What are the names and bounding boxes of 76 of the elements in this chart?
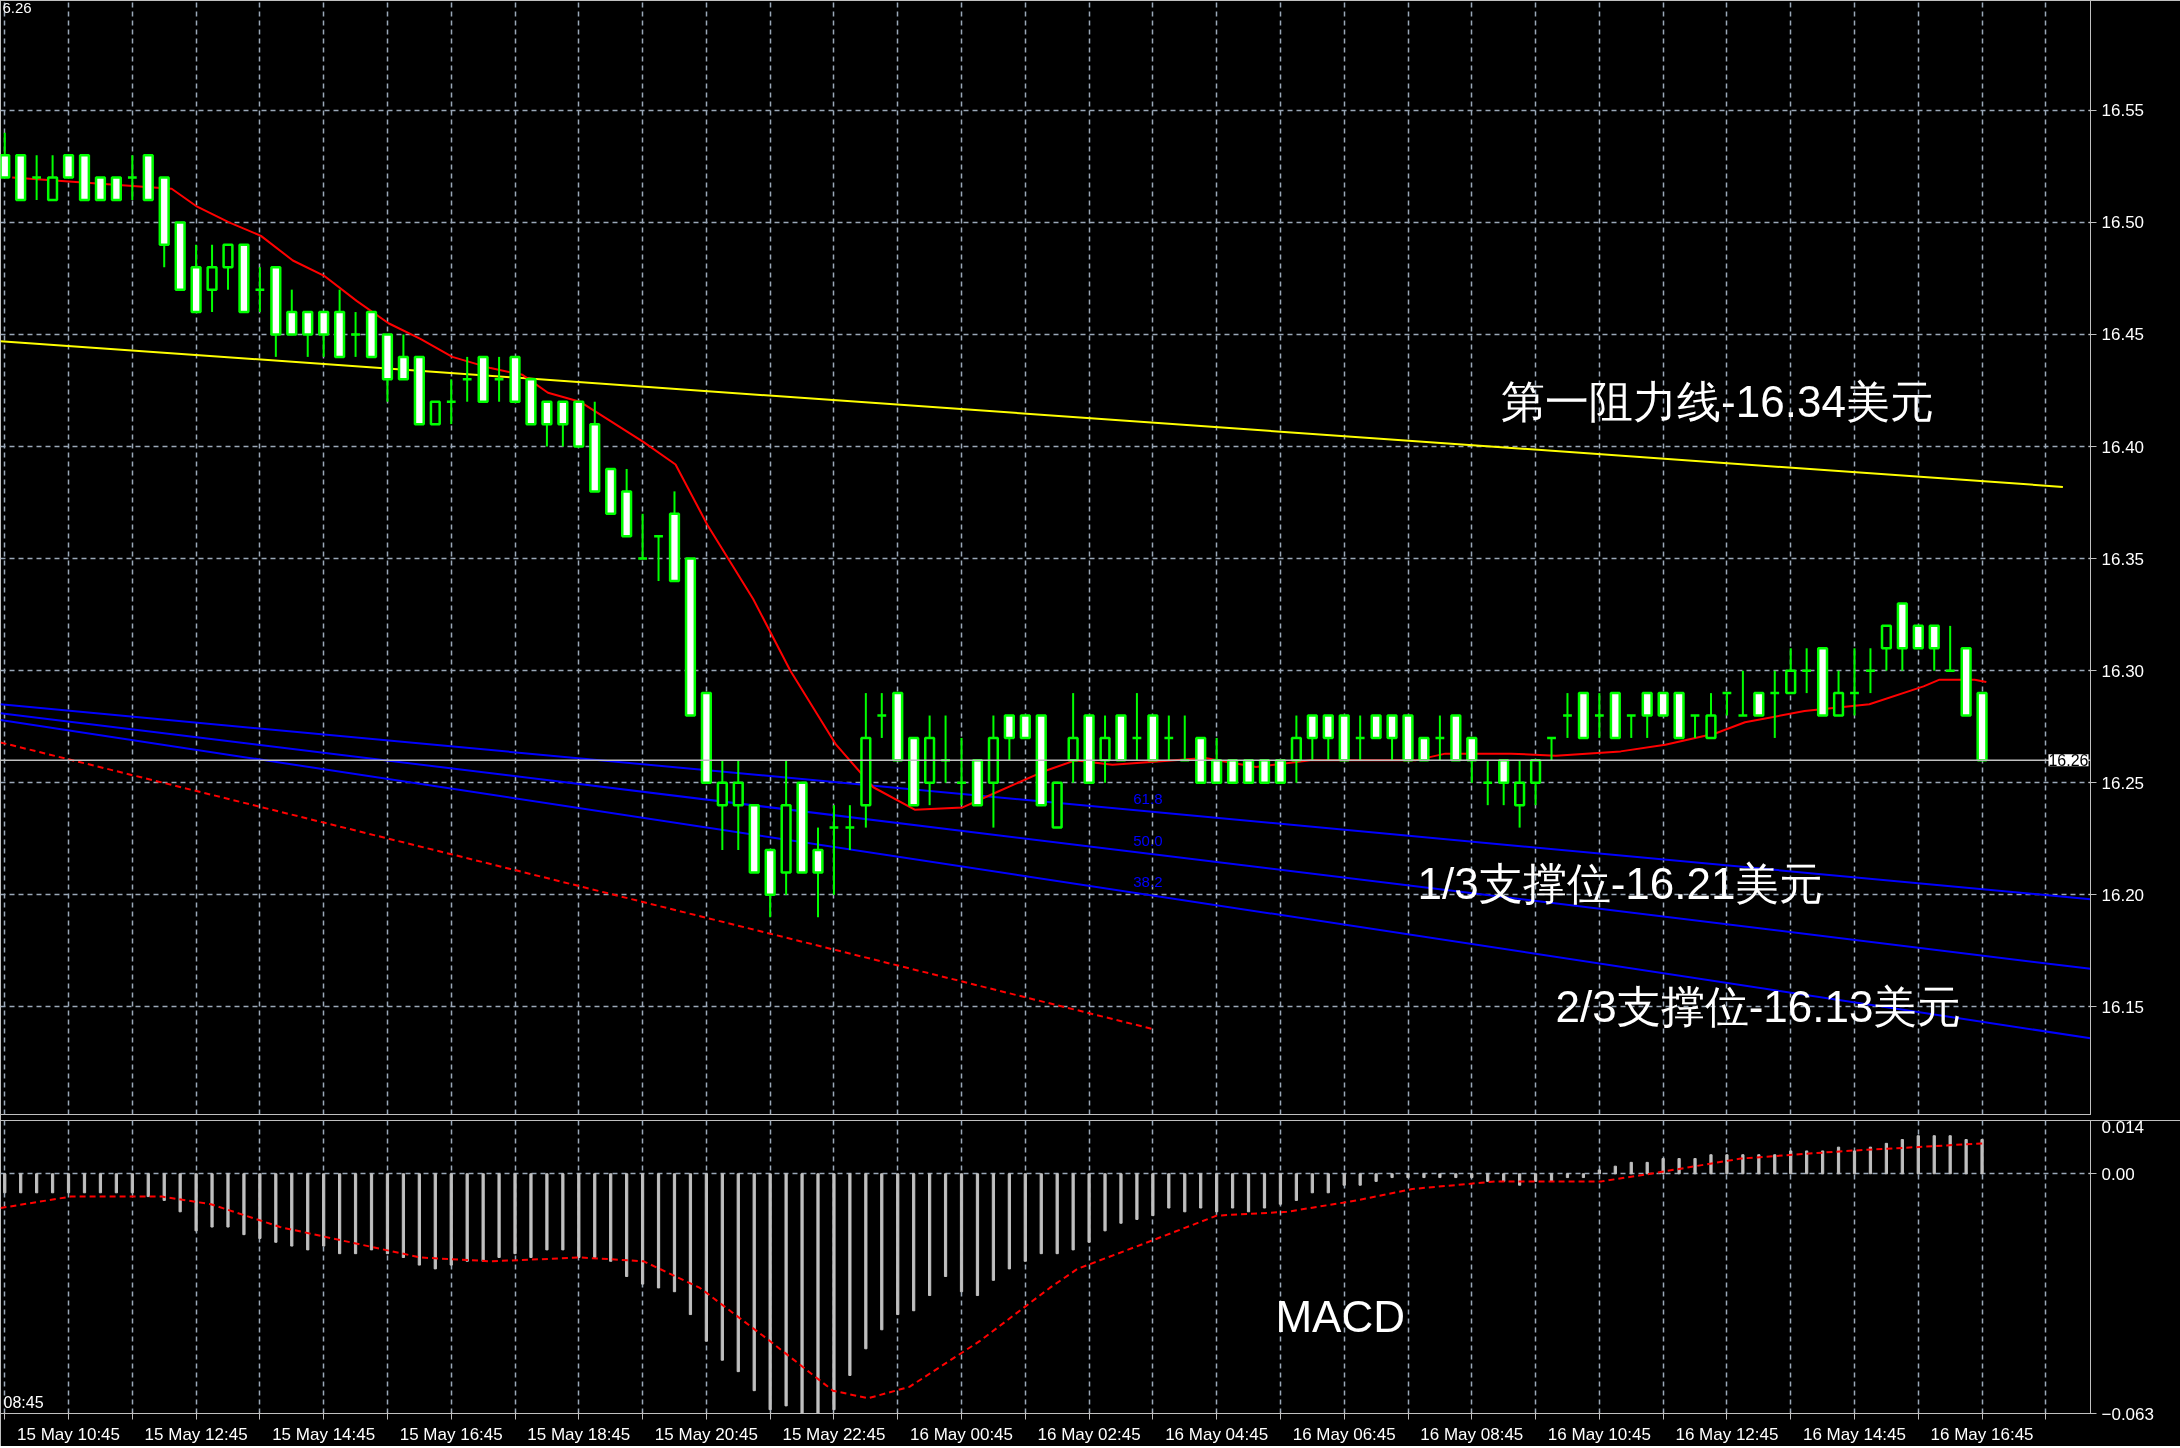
series-label: 61.8 bbox=[1133, 790, 1163, 808]
y-tick-label: 0.00 bbox=[2101, 1164, 2135, 1184]
candlestick bbox=[1529, 759, 1542, 807]
candlestick bbox=[1019, 714, 1031, 740]
candlestick bbox=[1641, 691, 1653, 739]
x-tick-label: 15 May 14:45 bbox=[272, 1424, 376, 1444]
candlestick bbox=[318, 310, 330, 358]
candlestick bbox=[812, 826, 824, 919]
series-label: 38.2 bbox=[1133, 872, 1163, 890]
candlestick bbox=[62, 153, 75, 179]
x-tick-label: 16 May 00:45 bbox=[910, 1424, 1014, 1444]
candlestick bbox=[286, 288, 298, 336]
candlestick bbox=[110, 176, 123, 202]
candlestick bbox=[1099, 714, 1111, 784]
candlestick bbox=[1880, 624, 1893, 672]
candlestick bbox=[94, 176, 107, 202]
candlestick bbox=[1498, 759, 1510, 807]
annotation: MACD bbox=[1275, 1292, 1405, 1342]
candlestick bbox=[1386, 714, 1398, 762]
x-tick-label: 16 May 12:45 bbox=[1675, 1424, 1779, 1444]
candlestick bbox=[397, 333, 410, 381]
candlestick bbox=[1466, 736, 1478, 784]
candlestick bbox=[302, 310, 314, 358]
candlestick bbox=[1785, 647, 1797, 695]
x-tick-label: 16 May 10:45 bbox=[1547, 1424, 1651, 1444]
candlestick bbox=[46, 154, 59, 202]
candlestick bbox=[1912, 624, 1924, 650]
y-tick-label: 16.35 bbox=[2101, 549, 2145, 569]
x-tick-label: 16 May 16:45 bbox=[1930, 1424, 2034, 1444]
x-tick-label: 16 May 14:45 bbox=[1802, 1424, 1907, 1444]
y-tick-label: 16.25 bbox=[2101, 773, 2145, 793]
candlestick bbox=[1067, 692, 1079, 784]
candlestick bbox=[1211, 736, 1223, 785]
y-tick-label: 16.50 bbox=[2101, 213, 2145, 233]
x-tick-label: 15 May 16:45 bbox=[399, 1424, 503, 1444]
ref-line-label: 16.26 bbox=[2048, 752, 2089, 770]
y-tick-label: 16.45 bbox=[2101, 325, 2145, 345]
x-tick-label: 16 May 08:45 bbox=[1420, 1424, 1524, 1444]
annotation: 第一阻力线-16.34美元 bbox=[1501, 377, 1934, 427]
y-tick-label: 16.20 bbox=[2101, 885, 2145, 905]
candlestick bbox=[222, 243, 234, 291]
x-tick-label: 16 May 06:45 bbox=[1292, 1424, 1396, 1444]
annotation: 6.26 bbox=[2, 0, 32, 16]
annotation: 08:45 bbox=[3, 1393, 44, 1411]
candlestick bbox=[429, 400, 441, 426]
candlestick bbox=[1928, 624, 1940, 672]
series-label: 50.0 bbox=[1133, 831, 1163, 849]
x-tick-label: 15 May 20:45 bbox=[654, 1424, 758, 1444]
candlestick bbox=[1705, 692, 1717, 740]
candlestick bbox=[1306, 714, 1318, 762]
candlestick bbox=[541, 400, 553, 448]
y-tick-label: 16.30 bbox=[2101, 661, 2145, 681]
x-tick-label: 15 May 22:45 bbox=[782, 1424, 886, 1444]
x-tick-label: 15 May 12:45 bbox=[144, 1424, 248, 1444]
x-tick-label: 15 May 10:45 bbox=[17, 1424, 121, 1444]
candlestick bbox=[1657, 691, 1669, 717]
candlestick bbox=[716, 759, 728, 852]
y-tick-label: 16.55 bbox=[2101, 101, 2145, 121]
candlestick bbox=[1514, 759, 1526, 829]
candlestick bbox=[1290, 714, 1303, 784]
candlestick bbox=[557, 400, 569, 448]
candlestick bbox=[732, 759, 744, 852]
candlestick bbox=[1003, 714, 1015, 762]
candlestick bbox=[0, 131, 11, 179]
x-tick-label: 16 May 02:45 bbox=[1037, 1424, 1141, 1444]
candlestick bbox=[1322, 714, 1334, 762]
y-tick-label: −0.063 bbox=[2101, 1404, 2154, 1424]
y-tick-label: 0.014 bbox=[2101, 1117, 2145, 1137]
candlestick bbox=[206, 243, 218, 314]
y-tick-label: 16.40 bbox=[2101, 437, 2145, 457]
candlestick bbox=[1370, 714, 1382, 740]
x-tick-label: 15 May 18:45 bbox=[527, 1424, 631, 1444]
candlestick bbox=[1753, 691, 1765, 717]
y-tick-label: 16.15 bbox=[2101, 997, 2145, 1017]
candlestick bbox=[1832, 669, 1845, 717]
x-tick-label: 16 May 04:45 bbox=[1165, 1424, 1269, 1444]
